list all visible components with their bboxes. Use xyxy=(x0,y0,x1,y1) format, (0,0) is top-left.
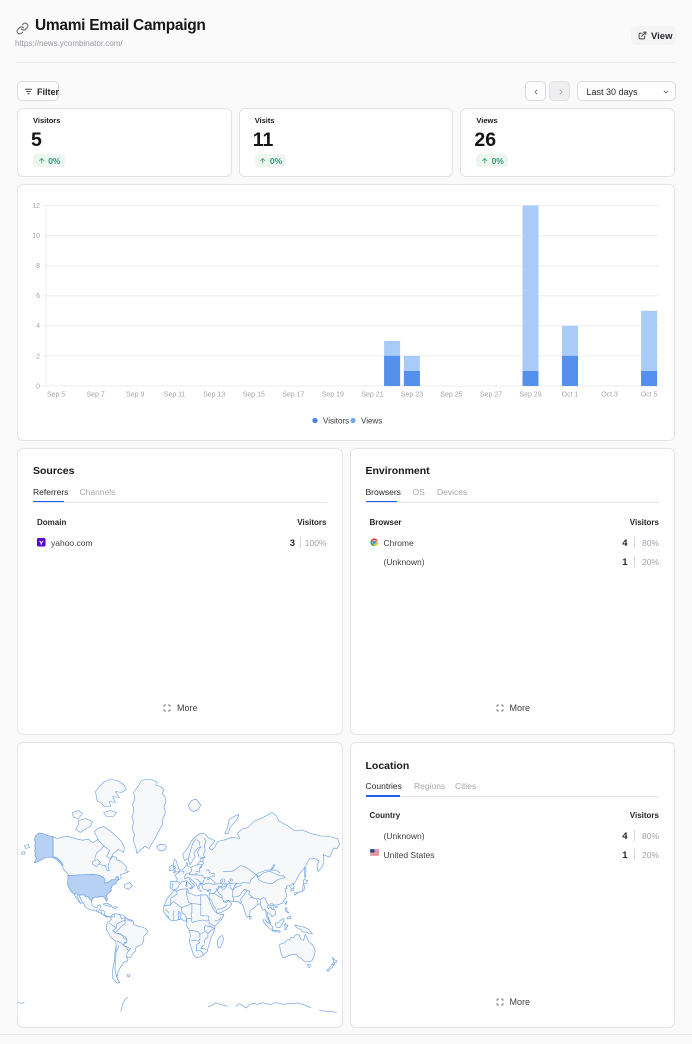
svg-text:Oct 3: Oct 3 xyxy=(601,392,618,399)
svg-text:8: 8 xyxy=(36,263,40,270)
svg-text:Sep 23: Sep 23 xyxy=(401,392,423,399)
svg-text:10: 10 xyxy=(32,233,40,240)
svg-text:Sep 9: Sep 9 xyxy=(126,392,144,399)
svg-text:Oct 1: Oct 1 xyxy=(562,392,579,399)
svg-text:Oct 5: Oct 5 xyxy=(641,392,658,399)
svg-text:Views: Views xyxy=(361,417,382,426)
svg-text:Visitors: Visitors xyxy=(323,417,349,426)
svg-text:Sep 21: Sep 21 xyxy=(361,392,383,399)
svg-text:Sep 7: Sep 7 xyxy=(86,392,104,399)
svg-text:Sep 5: Sep 5 xyxy=(47,392,65,399)
svg-text:4: 4 xyxy=(36,323,40,330)
svg-text:Sep 15: Sep 15 xyxy=(243,392,265,399)
svg-text:Sep 17: Sep 17 xyxy=(282,392,304,399)
svg-text:Sep 13: Sep 13 xyxy=(203,392,225,399)
svg-text:Sep 25: Sep 25 xyxy=(440,392,462,399)
svg-text:Sep 11: Sep 11 xyxy=(164,392,186,399)
svg-text:6: 6 xyxy=(36,293,40,300)
svg-text:12: 12 xyxy=(32,203,40,210)
svg-text:0: 0 xyxy=(36,383,40,390)
svg-text:Sep 19: Sep 19 xyxy=(322,392,344,399)
svg-text:2: 2 xyxy=(36,353,40,360)
svg-text:Sep 29: Sep 29 xyxy=(519,392,541,399)
svg-text:Sep 27: Sep 27 xyxy=(480,392,502,399)
